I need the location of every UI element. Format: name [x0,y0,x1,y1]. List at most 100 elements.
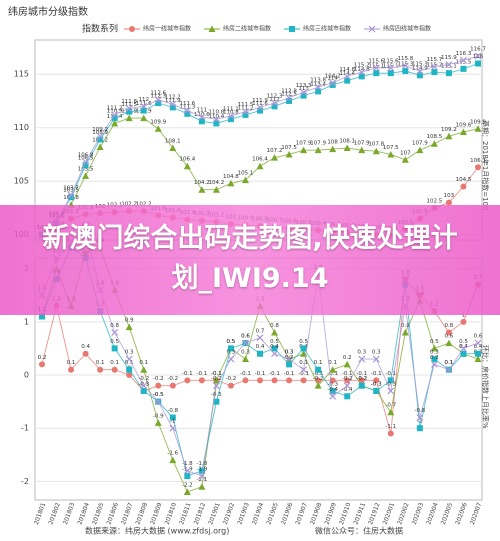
data-label: 111.6 [179,101,195,107]
marker [387,64,395,72]
data-label: 112 [269,97,280,103]
data-label: 114.4 [339,71,355,77]
data-label: 106.4 [179,157,195,163]
data-label: 112.2 [165,95,181,101]
data-label: 106.3 [470,158,486,164]
marker [343,144,351,152]
marker [372,355,380,363]
x-tick-label: 201907 [294,502,308,526]
data-label: 113.8 [310,78,326,84]
data-label: 109.6 [456,122,472,128]
data-label: 111.2 [238,105,254,111]
data-label: -1 [170,419,175,425]
marker [154,398,162,406]
x-tick-label: 201906 [280,502,294,526]
x-tick-label: 201812 [193,502,207,526]
marker [140,114,148,122]
marker [155,100,162,107]
data-label: 112 [138,97,149,103]
x-tick-label: 201809 [149,502,163,526]
data-label: -0.5 [153,392,164,398]
data-label: 111.8 [121,99,137,105]
data-label: 114.8 [354,67,370,73]
data-label: 0.4 [459,344,468,350]
data-label: 112.6 [150,90,166,96]
data-label: 105.1 [238,171,254,177]
marker [198,467,205,474]
marker [97,136,104,143]
marker [474,125,482,132]
data-label: 102.2 [121,202,137,208]
x-tick-label: 202001 [382,502,396,526]
y-tick-label: 115 [14,70,29,79]
data-label: 0.6 [241,334,250,340]
marker [97,366,104,373]
wechat: 微信公众号：住房大数据 [315,526,403,536]
x-tick-label: 201807 [120,502,134,526]
data-label: 111.5 [238,102,254,108]
data-label: 106.5 [78,156,94,162]
data-label: -1.9 [182,467,193,473]
legend-label: 纬房三线城市指数 [303,25,351,33]
data-label: 115.8 [397,56,413,62]
marker [169,414,176,421]
marker [358,68,366,76]
data-label: 109.9 [470,119,486,125]
y-tick-label: 105 [14,177,29,186]
marker [271,377,278,384]
banner: 新澳门综合出码走势图,快速处理计划_IWI9.14 [0,205,500,315]
data-label: 0.1 [110,360,119,366]
marker [445,339,453,347]
data-label: 115.2 [427,63,443,69]
data-label: -0.3 [138,381,149,387]
data-label: 115.6 [383,58,399,64]
y-tick-label: 0 [24,371,29,380]
data-label: 102.2 [136,202,152,208]
data-label: 1 [462,312,466,318]
data-label: 0.1 [299,360,308,366]
marker [271,345,278,352]
marker [343,360,351,368]
data-label: 114 [327,75,338,81]
x-tick-label: 201910 [338,502,352,526]
data-label: 115.9 [441,55,457,61]
data-label: 107.9 [310,141,326,147]
annotation: 基期：2018年1月指数=100 [481,120,490,211]
data-label: 0.3 [430,350,439,356]
marker [154,419,162,426]
marker [198,472,206,480]
marker [198,113,206,121]
marker [140,102,148,110]
marker [285,94,293,102]
marker [285,150,293,158]
data-label: 0.5 [227,339,236,345]
marker [475,164,481,171]
y-tick-label: 110 [14,123,29,132]
data-label: 112.8 [281,88,297,94]
marker [125,105,133,112]
data-label: 0.3 [125,350,134,356]
source: 数据来源：纬房大数据 (www.zfdsj.org) [85,526,229,536]
marker [314,146,322,154]
data-label: 114.2 [325,73,341,79]
marker [111,115,118,122]
data-label: 0.2 [430,355,439,361]
data-label: 0.1 [328,360,337,366]
data-label: 0.2 [38,355,47,361]
panel-title: 指数系列 [82,23,118,35]
marker [198,186,206,193]
data-label: 0.8 [401,323,410,329]
data-label: 103.7 [63,186,79,192]
marker [300,92,307,99]
x-tick-label: 201801 [33,502,47,526]
data-label: -0.2 [356,376,367,382]
marker [344,77,351,84]
data-label: 0.1 [445,360,454,366]
marker [242,108,249,116]
data-label: -0.4 [327,387,338,393]
data-label: -0.3 [138,381,149,387]
marker [198,377,205,384]
x-tick-label: 201905 [265,502,279,526]
marker [140,382,148,390]
data-label: 107.5 [281,145,297,151]
